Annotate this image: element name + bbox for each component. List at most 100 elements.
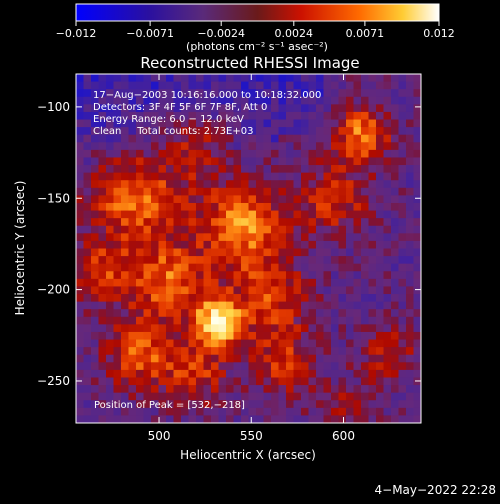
- heatmap-cell: [308, 89, 317, 98]
- heatmap-cell: [218, 286, 227, 295]
- heatmap-cell: [256, 89, 265, 98]
- heatmap-cell: [173, 233, 182, 242]
- heatmap-cell: [338, 81, 347, 90]
- heatmap-cell: [263, 172, 272, 181]
- heatmap-cell: [233, 400, 242, 409]
- heatmap-cell: [301, 134, 310, 143]
- heatmap-cell: [226, 256, 235, 265]
- heatmap-cell: [203, 225, 212, 234]
- heatmap-cell: [398, 362, 407, 371]
- heatmap-cell: [158, 89, 167, 98]
- heatmap-cell: [113, 96, 122, 105]
- heatmap-cell: [128, 180, 137, 189]
- heatmap-cell: [136, 225, 145, 234]
- heatmap-cell: [286, 225, 295, 234]
- heatmap-cell: [248, 392, 257, 401]
- heatmap-cell: [121, 202, 130, 212]
- heatmap-cell: [368, 309, 377, 318]
- heatmap-cell: [91, 127, 100, 136]
- heatmap-cell: [383, 210, 392, 219]
- heatmap-cell: [98, 81, 107, 90]
- heatmap-cell: [338, 385, 347, 394]
- heatmap-cell: [256, 331, 265, 341]
- heatmap-cell: [316, 415, 325, 423]
- heatmap-cell: [196, 324, 205, 333]
- heatmap-cell: [368, 89, 377, 98]
- heatmap-cell: [211, 81, 220, 90]
- heatmap-cell: [368, 195, 377, 204]
- heatmap-cell: [256, 400, 265, 409]
- heatmap-cell: [263, 263, 272, 272]
- heatmap-cell: [256, 286, 265, 295]
- heatmap-cell: [158, 149, 167, 159]
- heatmap-cell: [278, 316, 287, 325]
- heatmap-cell: [308, 127, 317, 136]
- heatmap-cell: [406, 74, 415, 83]
- heatmap-cell: [331, 369, 340, 379]
- heatmap-cell: [218, 271, 227, 280]
- heatmap-cell: [271, 172, 280, 181]
- heatmap-cell: [406, 324, 415, 333]
- heatmap-cell: [136, 134, 145, 143]
- heatmap-cell: [151, 316, 160, 325]
- heatmap-cell: [136, 81, 145, 90]
- heatmap-cell: [383, 294, 392, 303]
- heatmap-cell: [383, 157, 392, 166]
- heatmap-cell: [76, 240, 85, 250]
- heatmap-cell: [361, 210, 370, 219]
- heatmap-cell: [293, 104, 302, 113]
- heatmap-cell: [271, 225, 280, 234]
- heatmap-cell: [398, 407, 407, 417]
- heatmap-cell: [136, 187, 145, 196]
- heatmap-cell: [383, 271, 392, 280]
- heatmap-cell: [353, 369, 362, 379]
- heatmap-cell: [383, 354, 392, 363]
- heatmap-cell: [173, 134, 182, 143]
- heatmap-cell: [188, 278, 197, 288]
- heatmap-cell: [406, 400, 415, 409]
- heatmap-cell: [331, 104, 340, 113]
- heatmap-cell: [136, 331, 145, 341]
- heatmap-cell: [136, 127, 145, 136]
- heatmap-cell: [398, 96, 407, 105]
- heatmap-cell: [398, 180, 407, 189]
- heatmap-cell: [83, 354, 92, 363]
- heatmap-cell: [398, 119, 407, 128]
- heatmap-cell: [113, 172, 122, 181]
- heatmap-cell: [166, 248, 175, 257]
- heatmap-cell: [226, 233, 235, 242]
- heatmap-cell: [361, 271, 370, 280]
- heatmap-cell: [391, 142, 400, 151]
- heatmap-cell: [136, 309, 145, 318]
- heatmap-cell: [301, 202, 310, 212]
- heatmap-cell: [196, 278, 205, 288]
- heatmap-cell: [391, 339, 400, 348]
- heatmap-cell: [308, 347, 317, 356]
- heatmap-cell: [226, 172, 235, 181]
- heatmap-cell: [353, 286, 362, 295]
- heatmap-cell: [173, 377, 182, 386]
- heatmap-cell: [263, 96, 272, 105]
- heatmap-cell: [83, 165, 92, 174]
- heatmap-cell: [218, 316, 227, 325]
- heatmap-cell: [91, 233, 100, 242]
- heatmap-cell: [308, 240, 317, 250]
- heatmap-cell: [271, 354, 280, 363]
- heatmap-cell: [263, 385, 272, 394]
- heatmap-cell: [338, 210, 347, 219]
- heatmap-cell: [91, 309, 100, 318]
- heatmap-cell: [106, 233, 115, 242]
- heatmap-cell: [331, 354, 340, 363]
- heatmap-cell: [113, 149, 122, 159]
- heatmap-cell: [226, 263, 235, 272]
- heatmap-cell: [353, 157, 362, 166]
- heatmap-cell: [338, 286, 347, 295]
- heatmap-cell: [413, 377, 421, 386]
- heatmap-cell: [106, 172, 115, 181]
- heatmap-cell: [121, 157, 130, 166]
- heatmap-cell: [181, 362, 190, 371]
- heatmap-cell: [353, 180, 362, 189]
- heatmap-cell: [98, 111, 107, 121]
- heatmap-cell: [233, 127, 242, 136]
- heatmap-cell: [218, 74, 227, 83]
